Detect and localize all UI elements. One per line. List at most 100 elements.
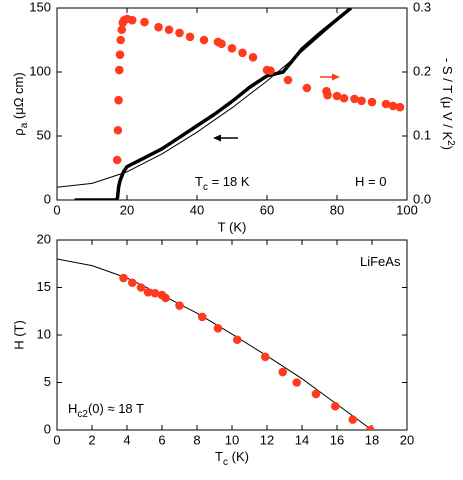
data-point (140, 17, 149, 27)
y-tick-label: 50 (37, 127, 51, 142)
data-point (278, 367, 288, 377)
data-point (143, 287, 153, 297)
x-tick-label: 40 (190, 202, 204, 217)
data-point (283, 75, 293, 85)
annotation-part: (0) ≈ 18 T (88, 401, 144, 416)
x-tick-label: 14 (295, 432, 309, 447)
data-point (175, 28, 184, 38)
y-axis-label: ρa (μΩ cm) (11, 72, 29, 135)
data-point (339, 93, 349, 103)
data-point (127, 15, 137, 25)
data-point (365, 425, 375, 430)
data-point (266, 66, 275, 76)
y2-tick-label: 0.3 (413, 0, 431, 14)
x-tick-label: 20 (120, 202, 134, 217)
x-axis-label-part: c (223, 457, 228, 468)
y-tick-label: 15 (37, 279, 51, 294)
y2-axis-label-part: - S / T (μ V / K (440, 58, 455, 140)
plot-area (57, 8, 405, 200)
y-tick-label: 0 (44, 191, 51, 206)
y-axis-label-part: (μΩ cm) (11, 72, 26, 122)
y-tick-label: 100 (29, 63, 51, 78)
annotation: LiFeAs (360, 254, 401, 269)
y-tick-label: 20 (37, 231, 51, 246)
data-point (367, 97, 377, 107)
y-tick-label: 150 (29, 0, 51, 14)
x-tick-label: 60 (260, 202, 274, 217)
y-tick-label: 0 (44, 421, 51, 436)
data-point (260, 352, 270, 362)
data-point (388, 101, 398, 111)
data-point (164, 25, 174, 35)
data-point (115, 50, 125, 60)
x-tick-label: 4 (123, 432, 130, 447)
data-point (217, 39, 226, 49)
data-point (302, 83, 312, 93)
x-tick-label: 8 (193, 432, 200, 447)
data-point (161, 293, 170, 303)
data-point (185, 32, 195, 42)
plot-area (57, 258, 375, 430)
data-point (119, 273, 128, 283)
x-tick-label: 0 (53, 432, 60, 447)
plot-frame (56, 7, 408, 201)
data-point (227, 44, 237, 53)
x-tick-label: 10 (225, 432, 239, 447)
y2-axis-label: - S / T (μ V / K2) (440, 58, 457, 150)
annotation-part: H = 0 (355, 174, 386, 189)
x-tick-label: 80 (330, 202, 344, 217)
annotation-part: = 18 K (208, 174, 250, 189)
data-point (117, 25, 127, 35)
data-line (57, 8, 350, 188)
data-point (197, 312, 207, 322)
annotation-part: c2 (77, 409, 88, 420)
annotation-part: T (195, 174, 203, 189)
annotation: Hc2(0) ≈ 18 T (68, 401, 144, 419)
data-point (330, 401, 340, 411)
data-point (332, 91, 342, 101)
x-tick-label: 16 (330, 432, 344, 447)
x-tick-label: 6 (158, 432, 165, 447)
y2-tick-label: 0.1 (413, 127, 431, 142)
data-point (238, 48, 247, 58)
y-axis-label-part: ρ (11, 128, 26, 135)
annotation-part: LiFeAs (360, 254, 401, 269)
data-point (357, 96, 366, 106)
arrow-right (320, 73, 340, 81)
y-axis-label: H (T) (11, 320, 26, 350)
data-point (136, 283, 146, 292)
data-point (114, 95, 123, 105)
data-point (116, 35, 125, 45)
data-point (311, 389, 321, 399)
data-point (323, 90, 332, 100)
x-tick-label: 100 (396, 202, 418, 217)
x-axis-label-part: T (215, 449, 223, 464)
x-axis-label: T (K) (218, 219, 247, 234)
data-point (232, 335, 242, 345)
data-point (115, 65, 124, 75)
data-point (213, 324, 223, 333)
annotation: Tc = 18 K (195, 174, 250, 192)
y2-tick-label: 0.0 (413, 191, 431, 206)
x-tick-label: 18 (365, 432, 379, 447)
y2-tick-label: 0.2 (413, 63, 431, 78)
data-point (381, 99, 391, 109)
y2-axis-label-part: ) (440, 146, 455, 150)
annotation-part: H (68, 401, 77, 416)
x-tick-label: 2 (88, 432, 95, 447)
annotation-part: c (203, 182, 208, 193)
x-tick-label: 0 (53, 202, 60, 217)
y-axis-label-part: a (19, 122, 30, 128)
x-axis-label-part: (K) (228, 449, 249, 464)
arrow-left (213, 134, 238, 142)
y-tick-label: 5 (44, 374, 51, 389)
data-line (74, 8, 353, 200)
data-point (248, 52, 258, 62)
data-point (199, 35, 209, 45)
data-point (112, 155, 122, 165)
data-point (154, 22, 163, 32)
data-point (150, 288, 160, 298)
data-point (175, 301, 184, 310)
annotation: H = 0 (355, 174, 386, 189)
